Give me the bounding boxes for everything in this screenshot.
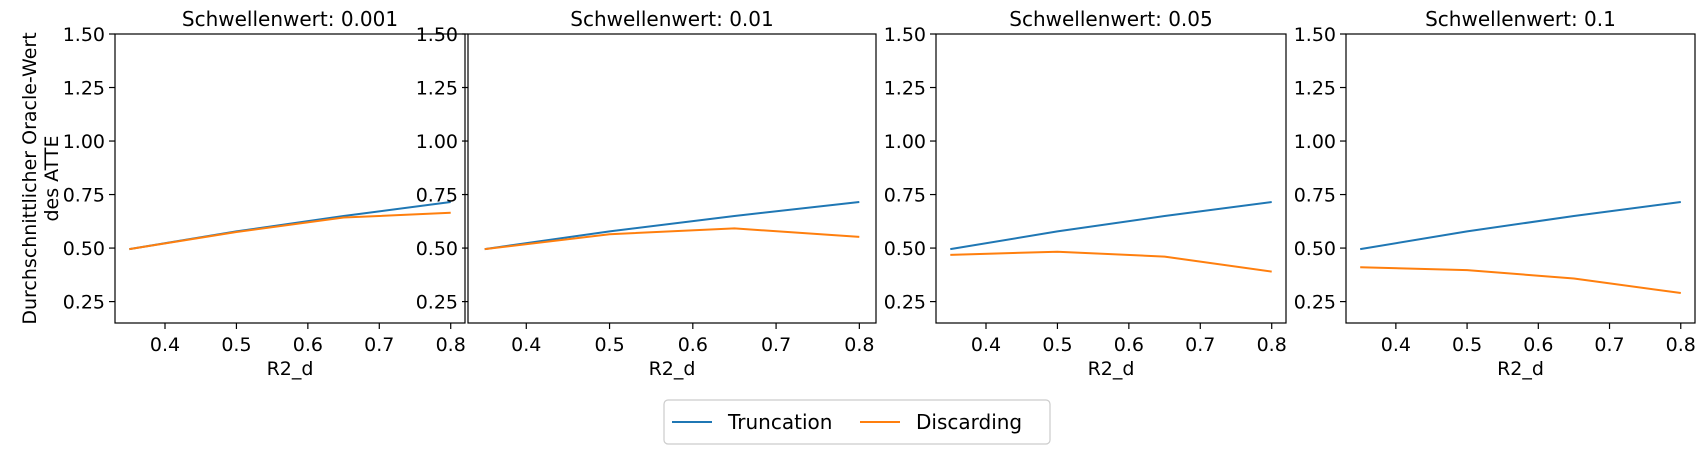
y-tick-label: 1.25 — [1294, 78, 1336, 100]
x-axis-label: R2_d — [1088, 358, 1135, 380]
x-tick-label: 0.7 — [1185, 334, 1215, 356]
y-tick-label: 1.25 — [884, 78, 926, 100]
y-tick-label: 0.75 — [884, 185, 926, 207]
y-tick-label: 0.25 — [416, 292, 458, 314]
y-tick-label: 0.75 — [1294, 185, 1336, 207]
x-tick-label: 0.4 — [1381, 334, 1411, 356]
x-axis-label: R2_d — [267, 358, 314, 380]
x-tick-label: 0.5 — [221, 334, 251, 356]
x-tick-label: 0.4 — [511, 334, 541, 356]
x-tick-label: 0.8 — [1257, 334, 1287, 356]
x-tick-label: 0.6 — [1523, 334, 1553, 356]
legend-label-discarding: Discarding — [916, 410, 1022, 434]
y-tick-label: 0.50 — [63, 238, 105, 260]
x-tick-label: 0.6 — [678, 334, 708, 356]
y-axis-label-line: des ATTE — [41, 135, 63, 221]
x-tick-label: 0.5 — [594, 334, 624, 356]
series-line-discarding — [1360, 266, 1681, 294]
x-tick-label: 0.5 — [1452, 334, 1482, 356]
y-tick-label: 0.75 — [63, 185, 105, 207]
y-tick-label: 1.50 — [884, 24, 926, 46]
x-tick-label: 0.5 — [1042, 334, 1072, 356]
y-tick-label: 1.25 — [416, 78, 458, 100]
legend-label-truncation: Truncation — [727, 410, 832, 434]
x-tick-label: 0.4 — [150, 334, 180, 356]
y-tick-label: 0.25 — [63, 292, 105, 314]
panel-title: Schwellenwert: 0.05 — [1009, 7, 1212, 31]
y-tick-label: 0.75 — [416, 185, 458, 207]
x-axis-label: R2_d — [649, 358, 696, 380]
series-line-discarding — [484, 227, 860, 251]
x-tick-label: 0.8 — [436, 334, 466, 356]
legend-box — [663, 399, 1051, 445]
x-tick-label: 0.4 — [971, 334, 1001, 356]
y-tick-label: 1.00 — [1294, 131, 1336, 153]
y-tick-label: 0.50 — [1294, 238, 1336, 260]
axes-frame — [114, 33, 466, 324]
y-tick-label: 1.50 — [63, 24, 105, 46]
y-axis-label: Durchschnittlicher Oracle-Wertdes ATTE — [19, 32, 63, 324]
panel-title: Schwellenwert: 0.01 — [570, 7, 773, 31]
y-tick-label: 1.50 — [1294, 24, 1336, 46]
panel-title: Schwellenwert: 0.1 — [1425, 7, 1616, 31]
x-axis-label: R2_d — [1497, 358, 1544, 380]
x-tick-label: 0.8 — [844, 334, 874, 356]
x-tick-label: 0.6 — [1114, 334, 1144, 356]
y-tick-label: 1.50 — [416, 24, 458, 46]
x-tick-label: 0.7 — [761, 334, 791, 356]
y-tick-label: 1.00 — [416, 131, 458, 153]
y-tick-label: 0.25 — [884, 292, 926, 314]
x-tick-label: 0.7 — [1594, 334, 1624, 356]
y-tick-label: 0.50 — [416, 238, 458, 260]
axes-frame — [935, 33, 1287, 324]
x-tick-label: 0.6 — [293, 334, 323, 356]
series-line-discarding — [129, 211, 451, 251]
y-tick-label: 1.00 — [884, 131, 926, 153]
x-tick-label: 0.8 — [1666, 334, 1696, 356]
y-tick-label: 1.25 — [63, 78, 105, 100]
series-line-truncation — [484, 201, 860, 251]
legend: Truncation Discarding — [663, 399, 1051, 445]
axes-frame — [1345, 33, 1696, 324]
series-line-truncation — [950, 201, 1272, 251]
panel-2: 0.25 0.50 0.75 1.00 1.25 1.50 0.4 0.5 0.6 0.7 0.8 R… — [416, 7, 877, 380]
panel-4: 0.25 0.50 0.75 1.00 1.25 1.50 0.4 0.5 0.6 0.7 0.8 R… — [1294, 7, 1696, 380]
y-axis-label-line: Durchschnittlicher Oracle-Wert — [19, 32, 41, 324]
series-line-discarding — [950, 250, 1272, 273]
y-tick-label: 0.50 — [884, 238, 926, 260]
axes-frame — [467, 33, 877, 324]
panel-3: 0.25 0.50 0.75 1.00 1.25 1.50 0.4 0.5 0.6 0.7 0.8 R… — [884, 7, 1287, 380]
panel-1: 0.25 0.50 0.75 1.00 1.25 1.50 0.4 0.5 0.6 0.7 0.8 R… — [19, 7, 466, 380]
x-tick-label: 0.7 — [364, 334, 394, 356]
panel-title: Schwellenwert: 0.001 — [182, 7, 398, 31]
series-line-truncation — [1360, 201, 1681, 251]
y-tick-label: 1.00 — [63, 131, 105, 153]
y-tick-label: 0.25 — [1294, 292, 1336, 314]
